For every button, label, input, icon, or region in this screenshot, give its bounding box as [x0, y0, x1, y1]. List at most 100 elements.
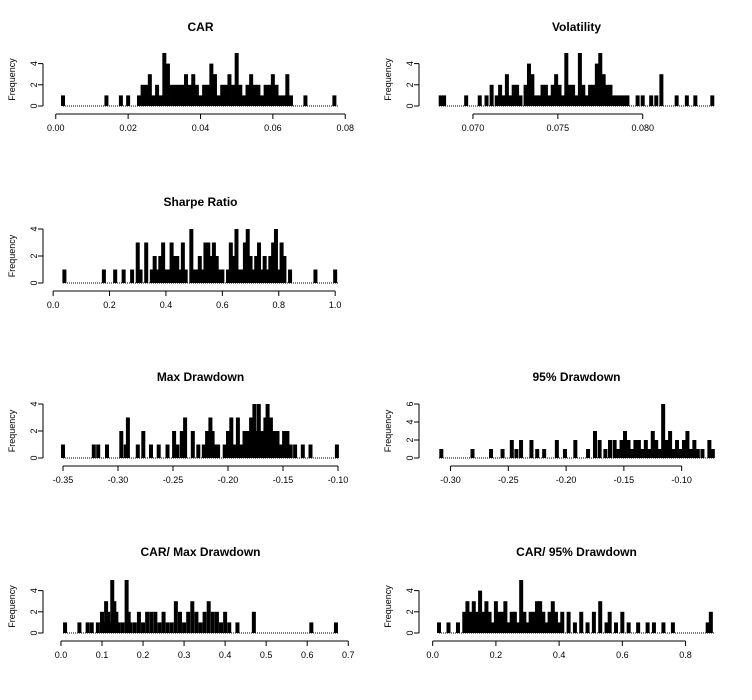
histogram-bar — [571, 84, 576, 106]
histogram-bar — [543, 84, 548, 106]
histogram-bar — [635, 95, 640, 106]
histogram-bar — [537, 95, 542, 106]
histogram-bar — [313, 269, 318, 283]
histogram-bar — [116, 622, 121, 633]
histogram-bar — [591, 84, 596, 106]
histogram-bar — [557, 84, 562, 106]
histogram-bar — [525, 622, 530, 633]
histogram-bar — [477, 95, 482, 106]
histogram-bar — [175, 256, 180, 283]
x-tick-label: 0.0 — [426, 650, 439, 660]
histogram-bar — [189, 229, 194, 283]
histogram-bar — [263, 417, 268, 458]
y-axis-label: Frequency — [383, 58, 393, 101]
histogram-bar — [252, 84, 257, 106]
histogram-bar — [227, 622, 232, 633]
histogram-bar — [625, 95, 630, 106]
x-tick-label: 0.06 — [264, 123, 282, 133]
histogram-bar — [61, 95, 65, 106]
x-tick-label: -0.10 — [328, 475, 349, 485]
y-tick-label: 2 — [405, 82, 415, 87]
histogram-bar — [259, 269, 264, 283]
histogram-bar — [601, 74, 606, 106]
histogram-bar — [271, 242, 276, 283]
histogram-bar — [651, 622, 656, 633]
histogram-bar — [220, 269, 225, 283]
histogram-bar — [612, 440, 617, 458]
histogram-bar — [288, 269, 293, 283]
histogram-bar — [300, 444, 305, 458]
histogram-bar — [514, 449, 519, 458]
histogram-bar — [288, 444, 293, 458]
x-tick-label: 0.4 — [219, 650, 232, 660]
histogram-bar — [194, 84, 199, 106]
histogram-bar — [212, 74, 217, 106]
histogram-bar — [223, 611, 228, 633]
histogram-bar — [573, 440, 578, 458]
histogram-bar — [192, 269, 197, 283]
histogram-bar — [152, 256, 157, 283]
histogram-bar — [622, 95, 627, 106]
histogram-bar — [626, 622, 631, 633]
histogram-bar — [685, 431, 690, 458]
y-axis-label: Frequency — [7, 409, 17, 452]
histogram-bar — [616, 449, 621, 458]
histogram-bar — [175, 444, 180, 458]
histogram-bar — [156, 444, 161, 458]
histogram-bar — [591, 611, 596, 633]
x-tick-label: 0.2 — [490, 650, 503, 660]
histogram-bar — [126, 611, 131, 633]
histogram-bar — [173, 601, 178, 633]
histogram-bar — [278, 444, 283, 458]
histogram-bar — [203, 242, 208, 283]
histogram-bar — [223, 84, 228, 106]
histogram-bar — [285, 74, 290, 106]
x-tick-label: 0.080 — [631, 123, 654, 133]
histogram-bar — [102, 622, 107, 633]
histogram-bar — [522, 611, 527, 633]
x-tick-label: -0.35 — [53, 475, 74, 485]
histogram-bar — [465, 601, 470, 633]
histogram-bar — [611, 95, 616, 106]
histogram-bar — [268, 256, 273, 283]
histogram-bar — [208, 417, 213, 458]
histogram-bar — [245, 431, 250, 458]
histogram-bar — [201, 444, 206, 458]
histogram-bar — [654, 95, 659, 106]
histogram-bar — [607, 611, 612, 633]
histogram-bar — [509, 611, 514, 633]
histogram-bar — [598, 601, 603, 633]
y-tick-label: 2 — [405, 437, 415, 442]
histogram-bar — [206, 242, 211, 283]
histogram-bar — [242, 242, 247, 283]
y-tick-label: 6 — [405, 401, 415, 406]
histogram-bar — [245, 84, 250, 106]
histogram-bar — [671, 449, 676, 458]
histogram-bar — [256, 84, 261, 106]
panel-title: 95% Drawdown — [532, 370, 620, 384]
histogram-bar — [63, 622, 68, 633]
histogram-bar — [110, 580, 115, 633]
histogram-bar — [693, 95, 698, 106]
histogram-bar — [149, 269, 154, 283]
histogram-bar — [484, 95, 489, 106]
histogram-panel: CAR/ Max Drawdown 0.0 0.1 0.2 0.3 0.4 0.5 0.6 0.… — [7, 545, 355, 660]
histogram-bar — [629, 449, 634, 458]
histogram-bar — [695, 449, 700, 458]
y-tick-label: 2 — [29, 82, 39, 87]
y-tick-label: 4 — [29, 588, 39, 593]
histogram-bar — [210, 611, 215, 633]
histogram-bar — [471, 601, 476, 633]
x-tick-label: 0.4 — [160, 300, 173, 310]
histogram-bar — [675, 440, 680, 458]
histogram-bar — [614, 622, 619, 633]
panel-title: CAR/ 95% Drawdown — [516, 545, 637, 559]
histogram-bar — [678, 449, 683, 458]
histogram-bar — [162, 53, 167, 106]
histogram-bar — [279, 242, 284, 283]
histogram-bar — [636, 622, 641, 633]
histogram-bar — [163, 269, 168, 283]
histogram-bar — [270, 74, 275, 106]
histogram-bar — [114, 611, 119, 633]
histogram-bar — [670, 622, 675, 633]
